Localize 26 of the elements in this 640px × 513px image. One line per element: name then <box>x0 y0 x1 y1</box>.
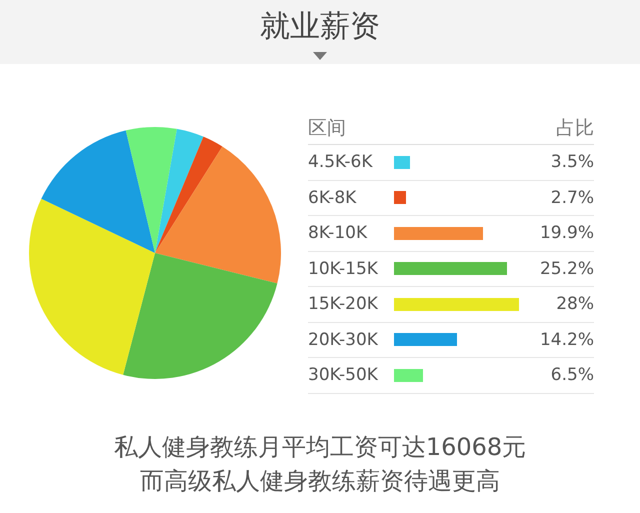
legend-title: 区间 <box>308 116 346 141</box>
legend-label: 10K-15K <box>308 258 379 279</box>
data-label: 19.9% <box>538 223 594 244</box>
data-label: 2.7% <box>550 188 594 208</box>
text: 占比 <box>556 116 594 141</box>
text: 私人健身教练月平均工资可达16068元 <box>112 432 528 463</box>
data-label: 6.5% <box>550 365 594 386</box>
pie-slice <box>155 146 281 284</box>
legend-label: 30K-50K <box>308 365 379 386</box>
legend-label: 4.5K-6K <box>308 152 374 172</box>
text: 而高级私人健身教练薪资待遇更高 <box>139 466 501 497</box>
legend-label: 15K-20K <box>308 294 379 314</box>
pie-slice <box>123 253 278 379</box>
chart-title: 就业薪资 <box>259 8 381 46</box>
legend-label: 6K-8K <box>308 188 358 208</box>
data-label: 14.2% <box>538 330 594 350</box>
legend-label: 20K-30K <box>308 330 379 350</box>
pie-slice <box>29 198 155 375</box>
pie-slice <box>155 136 222 253</box>
data-label: 28% <box>555 294 594 314</box>
pie-slice <box>126 127 177 253</box>
legend-label: 8K-10K <box>308 223 368 244</box>
data-label: 3.5% <box>550 152 594 172</box>
data-label: 25.2% <box>538 258 594 279</box>
pie-slice <box>155 128 204 253</box>
pie-slice <box>41 130 155 253</box>
